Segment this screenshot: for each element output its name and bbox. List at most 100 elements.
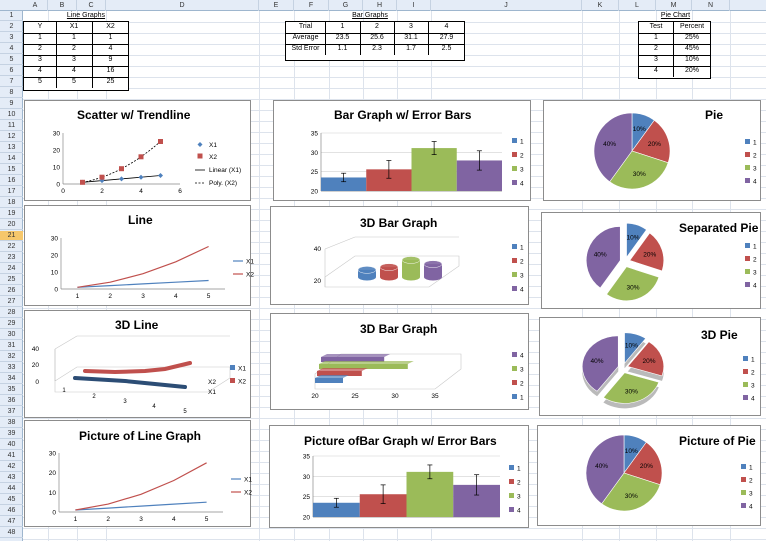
pie-table-data-cell[interactable]: 25%	[684, 34, 699, 41]
bar-table-data-cell[interactable]: 1.7	[406, 45, 416, 52]
pie-table-data-cell[interactable]: 1	[654, 34, 658, 41]
line-table-data-cell[interactable]: 9	[108, 56, 113, 63]
line-table-data-cell[interactable]: 3	[72, 56, 76, 63]
bar-table-header-cell[interactable]: 2	[375, 23, 379, 30]
row-header-42[interactable]: 42	[0, 462, 23, 472]
bar-table-data-cell[interactable]: 1.1	[337, 45, 348, 52]
picture-pie-chart[interactable]: Picture of Pie 10% 20% 30% 40% 1 2 3 4	[537, 425, 761, 526]
bar-table-header-cell[interactable]: Trial	[298, 23, 313, 30]
row-header-22[interactable]: 22	[0, 242, 23, 252]
bar-table-data-cell[interactable]: 31.1	[404, 34, 418, 41]
line-table-data-cell[interactable]: 1	[108, 34, 113, 41]
pie3d-chart[interactable]: 3D Pie 10% 20% 30% 40% 1 2 3 4	[539, 317, 761, 416]
row-header-38[interactable]: 38	[0, 418, 23, 428]
row-header-47[interactable]: 47	[0, 517, 23, 527]
column-header-e[interactable]: E	[259, 0, 294, 11]
row-header-2[interactable]: 2	[0, 22, 23, 32]
row-header-25[interactable]: 25	[0, 275, 23, 285]
line-table-data-cell[interactable]: 3	[38, 56, 42, 63]
bar-table-data-cell[interactable]: Std Error	[291, 45, 320, 52]
bar-table-data-cell[interactable]: 23.5	[335, 34, 350, 41]
bar-table-data-cell[interactable]: Average	[292, 34, 319, 41]
row-header-48[interactable]: 48	[0, 528, 23, 538]
pie-table-data-cell[interactable]: 10%	[684, 56, 699, 63]
row-header-32[interactable]: 32	[0, 352, 23, 362]
line-table-header-cell[interactable]: X2	[106, 23, 115, 30]
row-header-17[interactable]: 17	[0, 187, 23, 197]
row-header-3[interactable]: 3	[0, 33, 23, 43]
column-header-l[interactable]: L	[619, 0, 656, 11]
row-header-23[interactable]: 23	[0, 253, 23, 263]
row-header-30[interactable]: 30	[0, 330, 23, 340]
bar-table-data-cell[interactable]: 25.6	[370, 34, 384, 41]
bar3d-chart[interactable]: 3D Bar Graph 40 20 1 2 3 4	[270, 206, 529, 305]
pie-table-data-cell[interactable]: 2	[654, 45, 658, 52]
column-header-n[interactable]: N	[692, 0, 730, 11]
pie-table-data-cell[interactable]: 45%	[684, 45, 699, 52]
row-header-7[interactable]: 7	[0, 77, 23, 87]
line-table-data-cell[interactable]: 25	[106, 78, 115, 85]
row-header-9[interactable]: 9	[0, 99, 23, 109]
separated-pie-chart[interactable]: Separated Pie 10% 20% 30% 40% 1 2 3 4	[541, 212, 761, 309]
line-table-data-cell[interactable]: 2	[72, 45, 76, 52]
row-header-13[interactable]: 13	[0, 143, 23, 153]
row-header-12[interactable]: 12	[0, 132, 23, 142]
pie-chart[interactable]: Pie 10% 20% 30% 40% 1 2 3 4	[543, 100, 761, 201]
row-header-5[interactable]: 5	[0, 55, 23, 65]
picture-bar-chart[interactable]: Picture ofBar Graph w/ Error Bars 35 30 25…	[269, 425, 529, 528]
column-header-a[interactable]: A	[23, 0, 48, 11]
row-header-45[interactable]: 45	[0, 495, 23, 505]
bar-table-data-cell[interactable]: 27.9	[439, 34, 454, 41]
row-header-41[interactable]: 41	[0, 451, 23, 461]
bar3d-horizontal-chart[interactable]: 3D Bar Graph 20 25 30 35 4 3 2 1	[270, 313, 529, 410]
row-header-11[interactable]: 11	[0, 121, 23, 131]
row-header-40[interactable]: 40	[0, 440, 23, 450]
bar-table-header-cell[interactable]: 4	[444, 23, 449, 30]
row-header-4[interactable]: 4	[0, 44, 23, 54]
column-header-h[interactable]: H	[363, 0, 397, 11]
row-header-14[interactable]: 14	[0, 154, 23, 164]
column-header-c[interactable]: C	[77, 0, 106, 11]
picture-line-chart[interactable]: Picture of Line Graph 30 20 10 0 1 2 3 4 5 X1 X2	[24, 420, 252, 527]
bar-error-chart[interactable]: Bar Graph w/ Error Bars 35 30 25 20 1 2 3 4	[273, 100, 531, 201]
row-header-20[interactable]: 20	[0, 220, 23, 230]
line-table-header-cell[interactable]: Y	[37, 23, 43, 30]
line-table-data-cell[interactable]: 4	[72, 67, 76, 74]
line-chart[interactable]: Line 30 20 10 0 1 2 3 4 5 X1 X2	[24, 205, 254, 306]
row-header-1[interactable]: 1	[0, 11, 23, 21]
scatter-chart[interactable]: Scatter w/ Trendline 30 20 10 0 0 2 4 6 X1 X2 Line…	[24, 100, 251, 201]
row-header-8[interactable]: 8	[0, 88, 23, 98]
pie-table-header-cell[interactable]: Test	[649, 23, 663, 30]
bar-table-data-cell[interactable]: 2.3	[372, 45, 382, 52]
row-header-6[interactable]: 6	[0, 66, 23, 76]
line-table-data-cell[interactable]: 4	[38, 67, 42, 74]
row-header-35[interactable]: 35	[0, 385, 23, 395]
row-header-24[interactable]: 24	[0, 264, 23, 274]
line-table-data-cell[interactable]: 2	[38, 45, 42, 52]
row-header-10[interactable]: 10	[0, 110, 23, 120]
row-header-31[interactable]: 31	[0, 341, 23, 351]
bar-table-header-cell[interactable]: 3	[409, 23, 413, 30]
row-header-21[interactable]: 21	[0, 231, 23, 241]
line-table-data-cell[interactable]: 16	[106, 67, 115, 74]
column-header-g[interactable]: G	[329, 0, 363, 11]
bar-table-data-cell[interactable]: 2.5	[441, 45, 452, 52]
row-header-46[interactable]: 46	[0, 506, 23, 516]
column-header-k[interactable]: K	[582, 0, 619, 11]
row-header-18[interactable]: 18	[0, 198, 23, 208]
row-header-15[interactable]: 15	[0, 165, 23, 175]
line-table-data-cell[interactable]: 1	[72, 34, 76, 41]
row-header-44[interactable]: 44	[0, 484, 23, 494]
column-header-f[interactable]: F	[294, 0, 329, 11]
row-header-39[interactable]: 39	[0, 429, 23, 439]
line-table-data-cell[interactable]: 5	[38, 78, 42, 85]
line-table-data-cell[interactable]: 1	[38, 34, 42, 41]
column-header-j[interactable]: J	[431, 0, 582, 11]
row-header-19[interactable]: 19	[0, 209, 23, 219]
row-header-27[interactable]: 27	[0, 297, 23, 307]
bar-table-header-cell[interactable]: 1	[340, 23, 345, 30]
column-header-b[interactable]: B	[48, 0, 77, 11]
pie-table-data-cell[interactable]: 20%	[684, 67, 699, 74]
row-header-16[interactable]: 16	[0, 176, 23, 186]
line-table-data-cell[interactable]: 5	[72, 78, 76, 85]
